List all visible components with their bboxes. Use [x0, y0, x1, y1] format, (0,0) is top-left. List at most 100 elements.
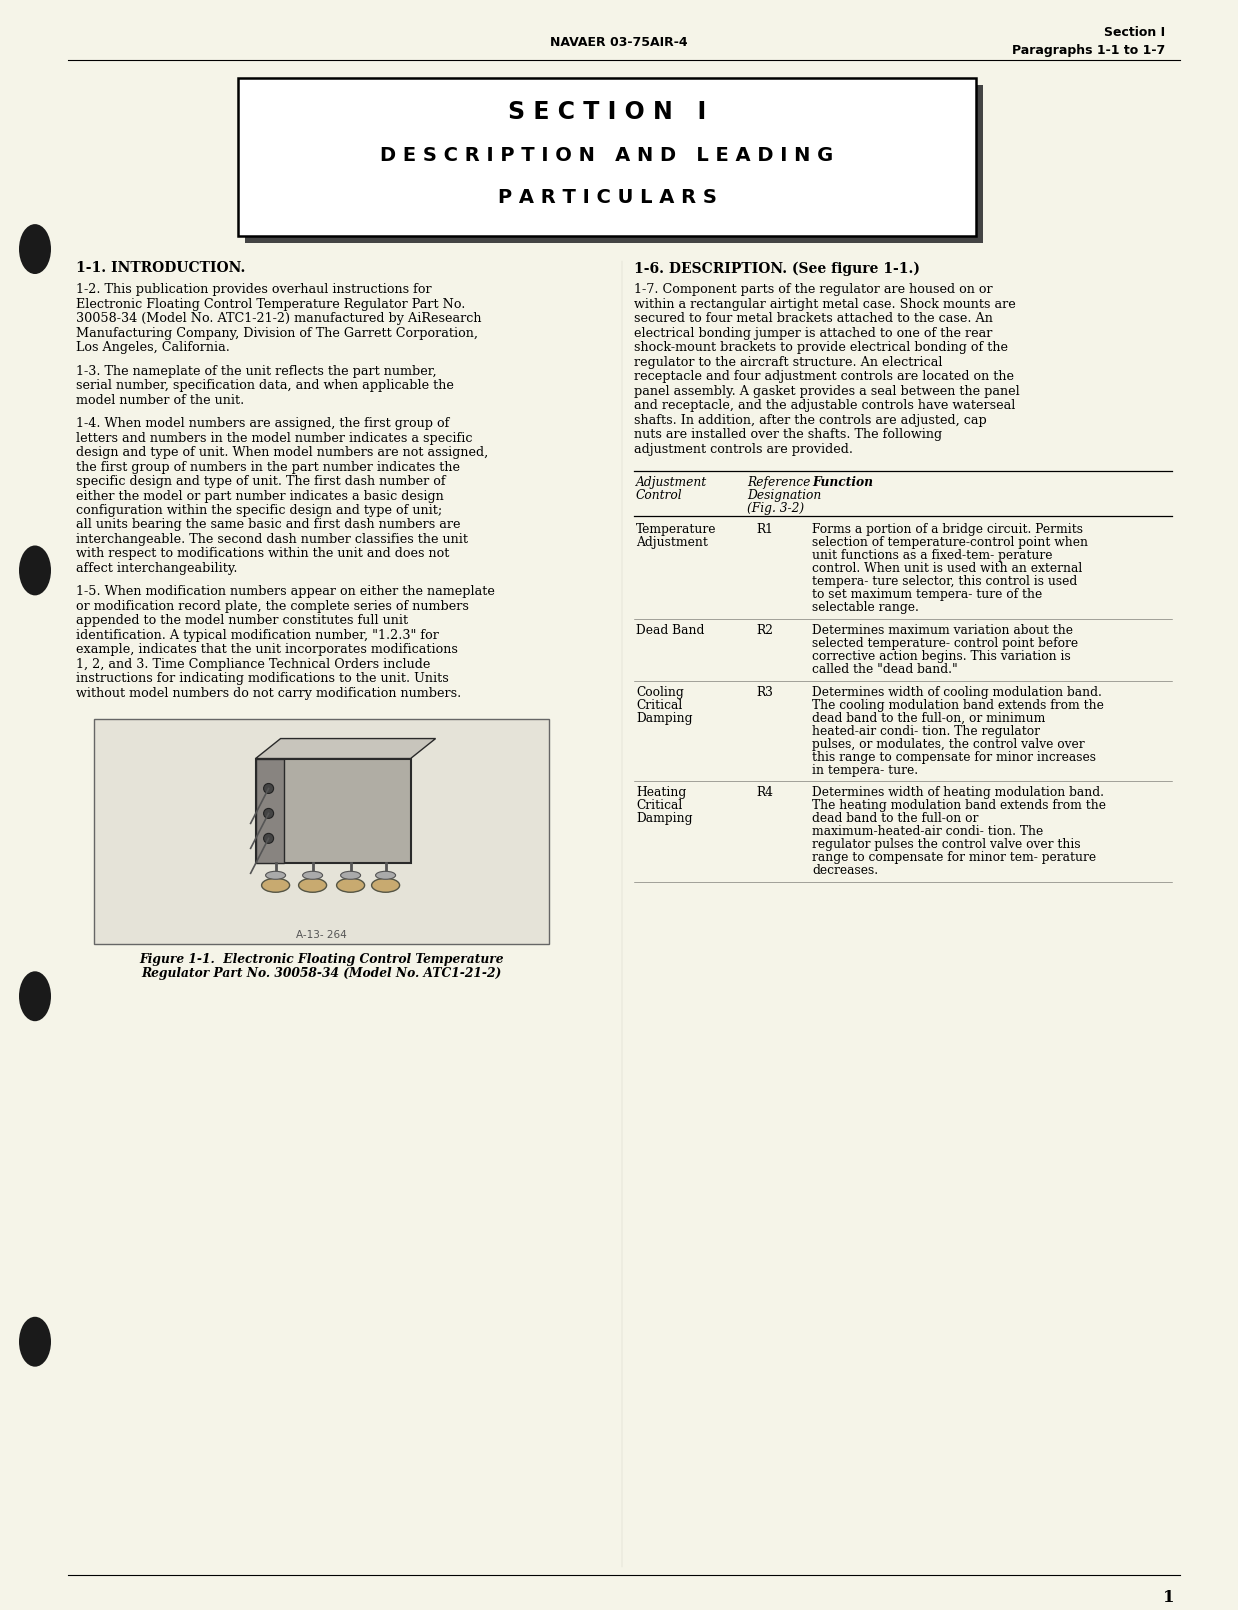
Ellipse shape	[371, 879, 400, 892]
Text: called the "dead band.": called the "dead band."	[812, 663, 958, 676]
Text: 1-1. INTRODUCTION.: 1-1. INTRODUCTION.	[76, 261, 245, 275]
Ellipse shape	[19, 971, 51, 1021]
Ellipse shape	[302, 871, 323, 879]
Text: and receptacle, and the adjustable controls have waterseal: and receptacle, and the adjustable contr…	[634, 399, 1015, 412]
Text: Dead Band: Dead Band	[636, 623, 704, 638]
Text: Determines width of cooling modulation band.: Determines width of cooling modulation b…	[812, 686, 1102, 699]
Text: shock-mount brackets to provide electrical bonding of the: shock-mount brackets to provide electric…	[634, 341, 1008, 354]
Text: Damping: Damping	[636, 813, 692, 826]
Text: interchangeable. The second dash number classifies the unit: interchangeable. The second dash number …	[76, 533, 468, 546]
Text: specific design and type of unit. The first dash number of: specific design and type of unit. The fi…	[76, 475, 446, 488]
Text: panel assembly. A gasket provides a seal between the panel: panel assembly. A gasket provides a seal…	[634, 385, 1020, 398]
Text: S E C T I O N   I: S E C T I O N I	[508, 100, 706, 124]
Ellipse shape	[337, 879, 365, 892]
Text: example, indicates that the unit incorporates modifications: example, indicates that the unit incorpo…	[76, 644, 458, 657]
Text: Figure 1-1.  Electronic Floating Control Temperature: Figure 1-1. Electronic Floating Control …	[139, 953, 504, 966]
Text: 1: 1	[1164, 1589, 1175, 1605]
Circle shape	[264, 834, 274, 844]
Ellipse shape	[298, 879, 327, 892]
Text: identification. A typical modification number, "1.2.3" for: identification. A typical modification n…	[76, 630, 439, 642]
Text: the first group of numbers in the part number indicates the: the first group of numbers in the part n…	[76, 460, 461, 473]
Text: R1: R1	[756, 523, 774, 536]
Text: Control: Control	[636, 489, 682, 502]
Bar	[255, 758, 284, 863]
Text: nuts are installed over the shafts. The following: nuts are installed over the shafts. The …	[634, 428, 942, 441]
Text: heated-air condi- tion. The regulator: heated-air condi- tion. The regulator	[812, 724, 1040, 737]
Text: control. When unit is used with an external: control. When unit is used with an exter…	[812, 562, 1082, 575]
Ellipse shape	[261, 879, 290, 892]
Text: Forms a portion of a bridge circuit. Permits: Forms a portion of a bridge circuit. Per…	[812, 523, 1083, 536]
Text: Reference: Reference	[747, 477, 811, 489]
Text: 1-5. When modification numbers appear on either the nameplate: 1-5. When modification numbers appear on…	[76, 586, 495, 599]
Text: P A R T I C U L A R S: P A R T I C U L A R S	[498, 188, 717, 206]
Text: The heating modulation band extends from the: The heating modulation band extends from…	[812, 800, 1106, 813]
Ellipse shape	[19, 546, 51, 596]
Text: The cooling modulation band extends from the: The cooling modulation band extends from…	[812, 699, 1104, 712]
Text: maximum-heated-air condi- tion. The: maximum-heated-air condi- tion. The	[812, 826, 1044, 839]
Text: within a rectangular airtight metal case. Shock mounts are: within a rectangular airtight metal case…	[634, 298, 1015, 311]
Text: configuration within the specific design and type of unit;: configuration within the specific design…	[76, 504, 442, 517]
Text: Damping: Damping	[636, 712, 692, 724]
Text: Manufacturing Company, Division of The Garrett Corporation,: Manufacturing Company, Division of The G…	[76, 327, 478, 340]
Text: to set maximum tempera- ture of the: to set maximum tempera- ture of the	[812, 588, 1042, 601]
Bar	[245, 85, 983, 243]
Text: selection of temperature-control point when: selection of temperature-control point w…	[812, 536, 1088, 549]
Text: 1, 2, and 3. Time Compliance Technical Orders include: 1, 2, and 3. Time Compliance Technical O…	[76, 658, 431, 671]
Text: dead band to the full-on, or minimum: dead band to the full-on, or minimum	[812, 712, 1045, 724]
Text: R4: R4	[756, 786, 774, 800]
Text: Critical: Critical	[636, 800, 682, 813]
Text: Function: Function	[812, 477, 873, 489]
Text: Determines maximum variation about the: Determines maximum variation about the	[812, 623, 1073, 638]
Text: either the model or part number indicates a basic design: either the model or part number indicate…	[76, 489, 443, 502]
Text: Section I: Section I	[1104, 26, 1165, 39]
Ellipse shape	[19, 224, 51, 274]
Text: 1-2. This publication provides overhaul instructions for: 1-2. This publication provides overhaul …	[76, 283, 432, 296]
Circle shape	[264, 808, 274, 818]
Text: (Fig. 3-2): (Fig. 3-2)	[747, 502, 805, 515]
Text: Determines width of heating modulation band.: Determines width of heating modulation b…	[812, 786, 1104, 800]
Text: R3: R3	[756, 686, 774, 699]
Text: Critical: Critical	[636, 699, 682, 712]
Text: A-13- 264: A-13- 264	[296, 929, 347, 940]
Text: with respect to modifications within the unit and does not: with respect to modifications within the…	[76, 547, 449, 560]
Text: or modification record plate, the complete series of numbers: or modification record plate, the comple…	[76, 601, 469, 613]
Text: instructions for indicating modifications to the unit. Units: instructions for indicating modification…	[76, 673, 448, 686]
Text: secured to four metal brackets attached to the case. An: secured to four metal brackets attached …	[634, 312, 993, 325]
Text: without model numbers do not carry modification numbers.: without model numbers do not carry modif…	[76, 686, 462, 700]
Text: Paragraphs 1-1 to 1-7: Paragraphs 1-1 to 1-7	[1011, 43, 1165, 56]
Bar	[255, 758, 411, 863]
Text: Adjustment: Adjustment	[636, 477, 707, 489]
Text: Designation: Designation	[747, 489, 821, 502]
Text: NAVAER 03-75AIR-4: NAVAER 03-75AIR-4	[550, 35, 688, 48]
Text: affect interchangeability.: affect interchangeability.	[76, 562, 238, 575]
Ellipse shape	[375, 871, 396, 879]
Text: electrical bonding jumper is attached to one of the rear: electrical bonding jumper is attached to…	[634, 327, 993, 340]
Text: adjustment controls are provided.: adjustment controls are provided.	[634, 443, 853, 456]
Text: 1-4. When model numbers are assigned, the first group of: 1-4. When model numbers are assigned, th…	[76, 417, 449, 430]
Text: D E S C R I P T I O N   A N D   L E A D I N G: D E S C R I P T I O N A N D L E A D I N …	[380, 147, 833, 164]
Ellipse shape	[19, 1317, 51, 1367]
Text: decreases.: decreases.	[812, 865, 878, 877]
Text: Electronic Floating Control Temperature Regulator Part No.: Electronic Floating Control Temperature …	[76, 298, 465, 311]
Text: selectable range.: selectable range.	[812, 601, 919, 613]
Text: range to compensate for minor tem- perature: range to compensate for minor tem- perat…	[812, 852, 1096, 865]
Polygon shape	[255, 739, 436, 758]
Text: Cooling: Cooling	[636, 686, 683, 699]
Text: Los Angeles, California.: Los Angeles, California.	[76, 341, 230, 354]
Text: model number of the unit.: model number of the unit.	[76, 394, 244, 407]
Text: regulator to the aircraft structure. An electrical: regulator to the aircraft structure. An …	[634, 356, 942, 369]
Text: tempera- ture selector, this control is used: tempera- ture selector, this control is …	[812, 575, 1077, 588]
Text: shafts. In addition, after the controls are adjusted, cap: shafts. In addition, after the controls …	[634, 414, 987, 427]
Text: this range to compensate for minor increases: this range to compensate for minor incre…	[812, 750, 1096, 763]
Text: regulator pulses the control valve over this: regulator pulses the control valve over …	[812, 839, 1081, 852]
Text: Regulator Part No. 30058-34 (Model No. ATC1-21-2): Regulator Part No. 30058-34 (Model No. A…	[141, 966, 501, 979]
Text: appended to the model number constitutes full unit: appended to the model number constitutes…	[76, 615, 409, 628]
Text: R2: R2	[756, 623, 774, 638]
Text: 1-3. The nameplate of the unit reflects the part number,: 1-3. The nameplate of the unit reflects …	[76, 365, 437, 378]
Text: pulses, or modulates, the control valve over: pulses, or modulates, the control valve …	[812, 737, 1084, 750]
Ellipse shape	[266, 871, 286, 879]
Text: Heating: Heating	[636, 786, 686, 800]
Text: dead band to the full-on or: dead band to the full-on or	[812, 813, 978, 826]
Text: unit functions as a fixed-tem- perature: unit functions as a fixed-tem- perature	[812, 549, 1052, 562]
Ellipse shape	[340, 871, 360, 879]
